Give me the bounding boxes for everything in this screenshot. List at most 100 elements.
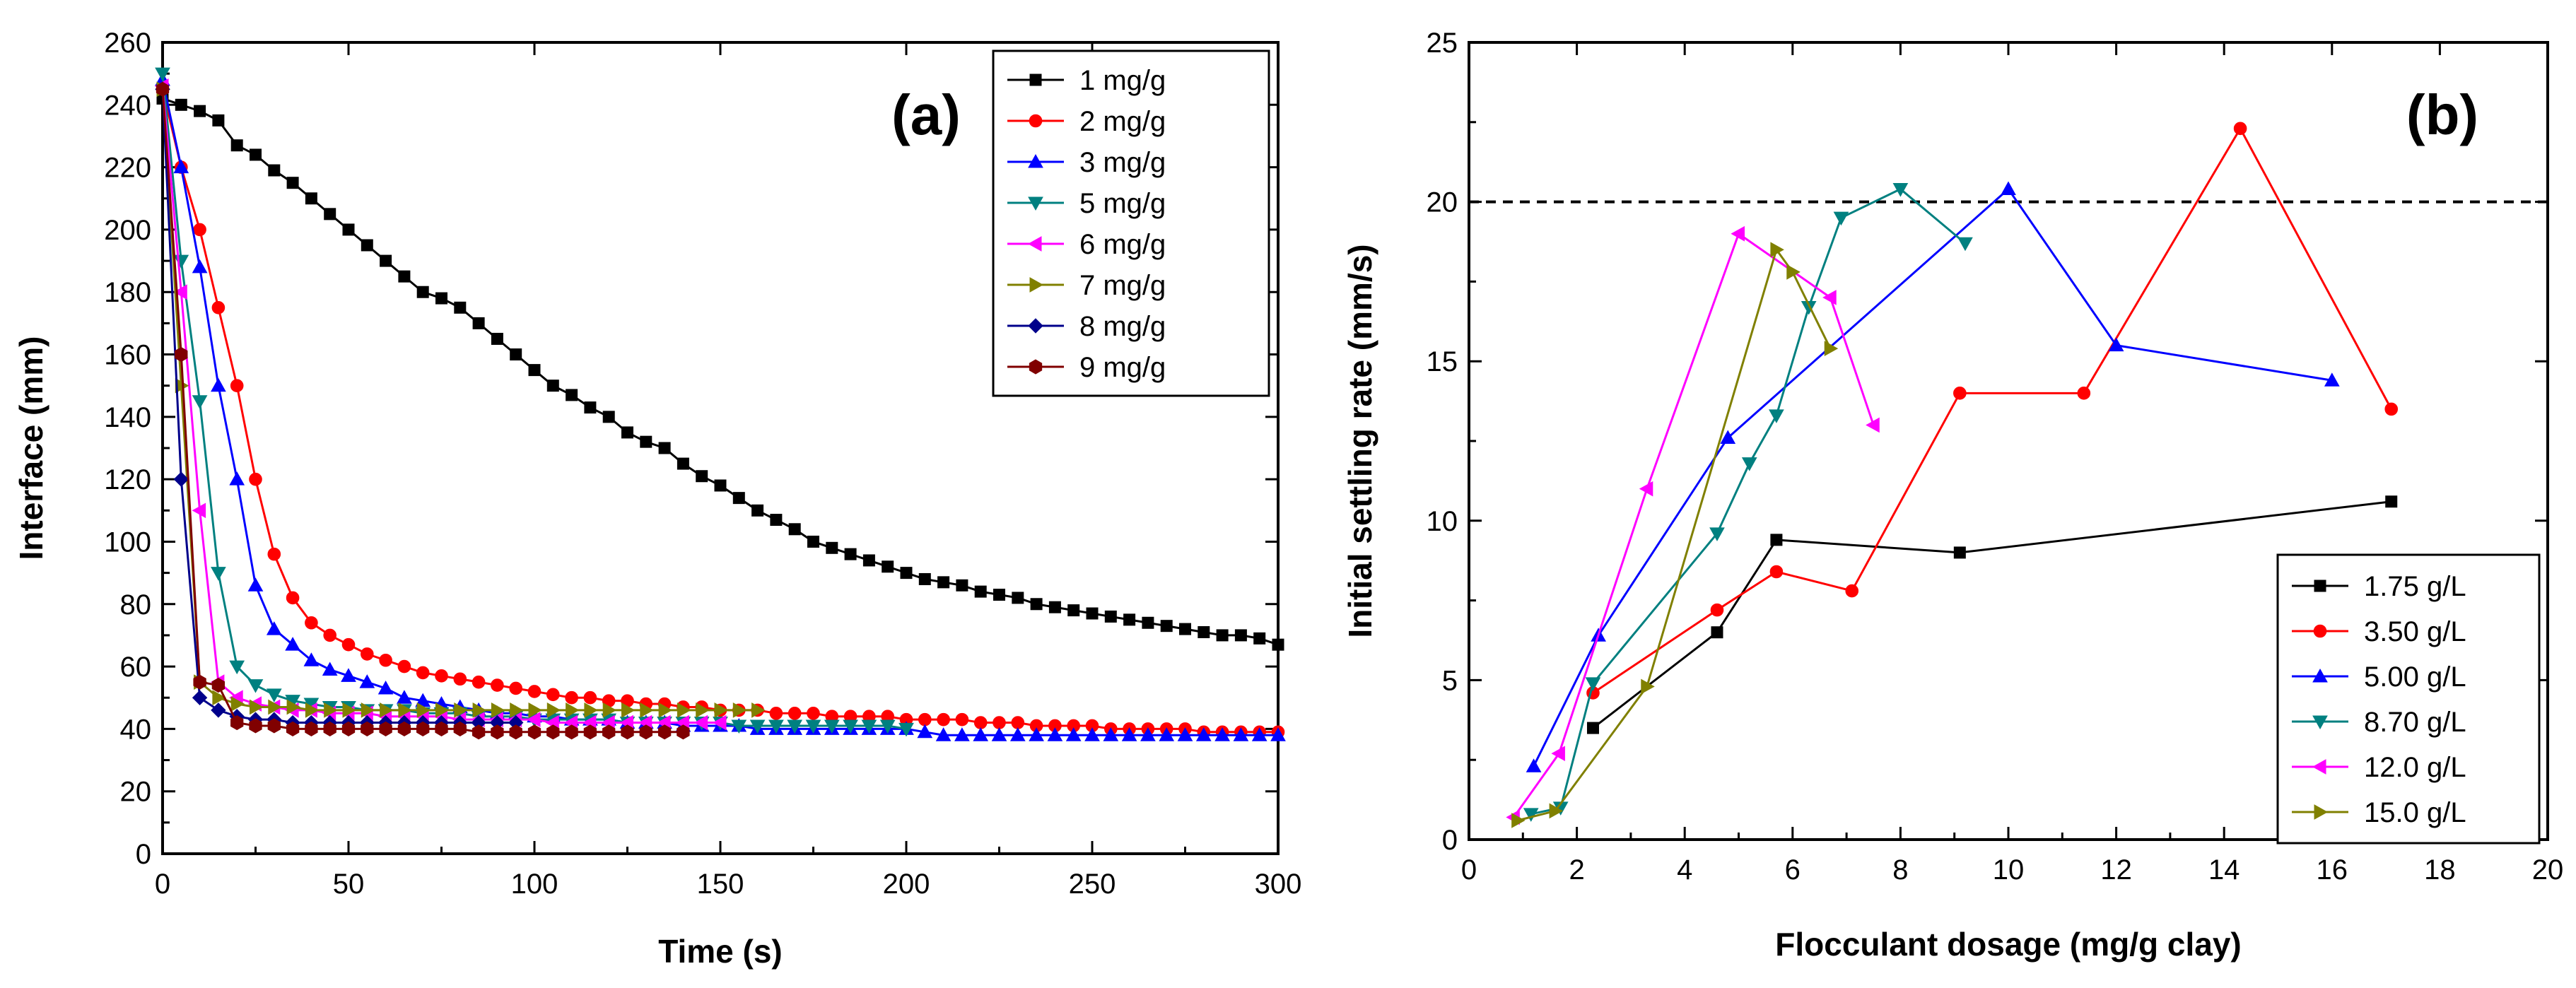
data-point xyxy=(2077,387,2091,400)
data-point xyxy=(453,721,467,736)
data-point xyxy=(1160,620,1173,633)
series-3.50-g-L xyxy=(1586,122,2399,700)
data-point xyxy=(693,714,708,731)
x-tick-label: 12 xyxy=(2100,854,2132,886)
data-point xyxy=(751,504,764,517)
legend-marker xyxy=(1029,277,1044,293)
data-point xyxy=(640,702,654,718)
data-point xyxy=(749,719,766,734)
data-point xyxy=(249,472,262,486)
legend-entry: 12.0 g/L xyxy=(2292,752,2466,783)
legend-entry: 7 mg/g xyxy=(1007,270,1166,301)
data-point xyxy=(305,192,317,205)
series-9-mg-g xyxy=(156,81,690,740)
data-point xyxy=(1253,632,1266,645)
data-point xyxy=(1214,727,1230,741)
data-point xyxy=(286,721,300,736)
data-point xyxy=(359,674,375,688)
data-point xyxy=(323,628,337,642)
data-point xyxy=(305,702,320,718)
data-point xyxy=(955,712,969,727)
data-point xyxy=(286,177,299,189)
data-point xyxy=(173,159,189,174)
y-tick-label: 100 xyxy=(104,527,151,558)
y-tick-label: 220 xyxy=(104,153,151,184)
data-point xyxy=(993,589,1005,601)
data-point xyxy=(677,724,690,740)
data-point xyxy=(1030,598,1043,611)
x-tick-label: 50 xyxy=(333,869,365,900)
x-tick-label: 8 xyxy=(1892,854,1908,886)
data-point xyxy=(416,286,429,298)
data-point xyxy=(788,707,802,720)
data-point xyxy=(583,724,597,740)
data-point xyxy=(712,714,727,731)
data-point xyxy=(491,724,504,740)
data-point xyxy=(879,719,896,734)
y-tick-label: 0 xyxy=(136,839,151,870)
data-point xyxy=(454,301,467,314)
data-point xyxy=(898,722,914,737)
data-point xyxy=(416,702,431,718)
data-point xyxy=(584,702,598,718)
data-point xyxy=(472,724,486,740)
y-axis-label-b: Initial settling rate (mm/s) xyxy=(1342,244,1378,637)
data-point xyxy=(917,724,933,739)
legend-label: 5.00 g/L xyxy=(2364,661,2466,693)
data-point xyxy=(266,688,282,702)
data-point xyxy=(1953,387,1967,400)
data-point xyxy=(1198,626,1210,639)
legend-marker xyxy=(2312,668,2328,683)
data-point xyxy=(509,724,522,740)
legend-label: 9 mg/g xyxy=(1079,352,1166,383)
data-point xyxy=(900,567,913,580)
data-point xyxy=(361,702,375,718)
data-point xyxy=(2385,495,2398,508)
data-point xyxy=(1234,629,1247,642)
series-line xyxy=(1592,126,2393,694)
data-point xyxy=(546,688,560,702)
data-point xyxy=(453,672,467,686)
data-point xyxy=(229,471,245,486)
data-point xyxy=(2001,181,2016,196)
legend-entry: 3 mg/g xyxy=(1007,147,1166,178)
data-point xyxy=(193,223,206,237)
data-point xyxy=(268,164,281,177)
data-point xyxy=(602,411,615,423)
data-point xyxy=(194,105,206,117)
data-point xyxy=(1770,242,1784,258)
data-point xyxy=(769,707,783,720)
data-point xyxy=(1892,183,1909,197)
data-point xyxy=(583,690,597,705)
data-point xyxy=(918,572,931,585)
y-tick-label: 5 xyxy=(1442,665,1458,696)
data-point xyxy=(212,690,226,706)
data-point xyxy=(491,332,503,345)
series-8.70-g-L xyxy=(1523,183,1973,822)
data-point xyxy=(212,114,225,127)
data-point xyxy=(510,702,524,718)
data-point xyxy=(621,724,634,740)
data-point xyxy=(322,661,338,676)
data-point xyxy=(341,668,356,682)
data-point xyxy=(1957,237,1973,252)
y-tick-label: 160 xyxy=(104,340,151,371)
legend-entry: 1 mg/g xyxy=(1007,65,1166,96)
data-point xyxy=(175,346,188,363)
series-1.75-g-L xyxy=(1586,495,2398,734)
data-point xyxy=(1822,290,1837,305)
data-point xyxy=(211,377,226,392)
data-point xyxy=(211,702,226,718)
data-point xyxy=(416,666,430,680)
legend-label: 6 mg/g xyxy=(1079,229,1166,260)
data-point xyxy=(230,714,244,731)
y-tick-label: 25 xyxy=(1427,28,1458,59)
data-point xyxy=(267,718,281,734)
y-tick-label: 15 xyxy=(1427,346,1458,377)
series-1-mg-g xyxy=(156,92,1284,651)
y-tick-label: 0 xyxy=(1442,825,1458,856)
data-point xyxy=(491,702,505,718)
data-point xyxy=(491,678,504,692)
data-point xyxy=(173,284,187,300)
data-point xyxy=(1216,629,1229,642)
